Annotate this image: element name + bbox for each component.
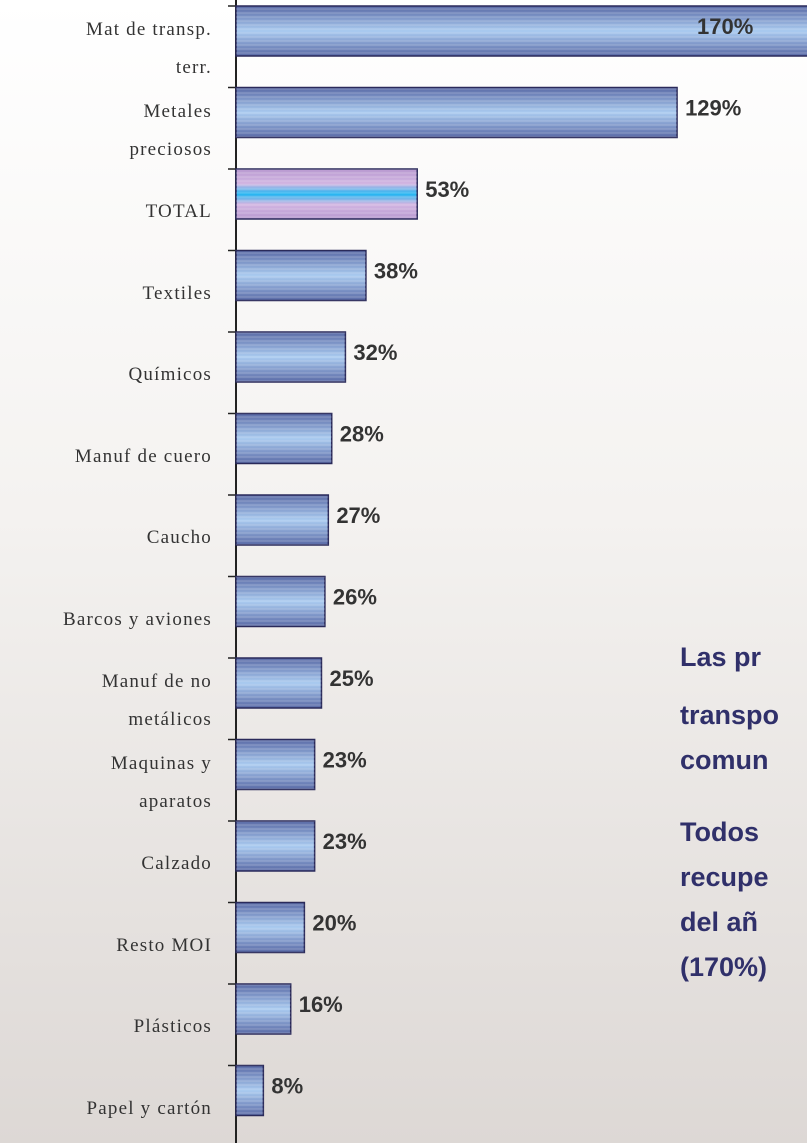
value-label: 26%: [333, 584, 377, 609]
category-label: Textiles: [142, 282, 212, 304]
annotation: (170%): [680, 952, 768, 982]
category-label: Barcos y aviones: [63, 608, 212, 630]
value-label: 16%: [299, 992, 343, 1017]
category-label: Resto MOI: [116, 934, 212, 956]
bar-texture: [236, 821, 315, 871]
category-label: Calzado: [141, 853, 212, 874]
annotation: Todos: [680, 817, 759, 847]
category-label: Plásticos: [133, 1016, 212, 1037]
value-label: 25%: [329, 666, 373, 691]
bar-texture: [236, 902, 305, 953]
category-label: TOTAL: [145, 201, 212, 222]
value-label: 27%: [336, 503, 380, 528]
bar-texture: [236, 576, 325, 627]
bar-texture: [236, 332, 346, 382]
value-label: 8%: [271, 1073, 303, 1098]
value-label: 23%: [323, 747, 367, 772]
bar-texture: [236, 658, 322, 708]
bar-texture: [236, 87, 678, 138]
annotation: Las pr: [680, 642, 762, 672]
category-label: Maquinas y aparatos: [110, 752, 212, 812]
annotation: comun: [680, 745, 769, 775]
bar-texture: [236, 6, 807, 56]
category-label: Manuf de no metálicos: [101, 671, 212, 730]
value-label: 170%: [697, 14, 753, 39]
annotation: recupe: [680, 862, 769, 892]
category-label: Caucho: [146, 527, 212, 548]
annotation: del añ: [680, 907, 759, 937]
category-label: Químicos: [128, 364, 212, 385]
bar-texture: [236, 169, 418, 219]
value-label: 53%: [425, 177, 469, 202]
value-label: 20%: [312, 910, 356, 935]
category-label: Metales preciosos: [129, 100, 212, 160]
category-label: Papel y cartón: [86, 1097, 212, 1119]
bar-texture: [236, 250, 366, 301]
bar-texture: [236, 1065, 264, 1116]
value-label: 38%: [374, 258, 418, 283]
bar-texture: [236, 984, 291, 1034]
value-label: 32%: [353, 340, 397, 365]
value-label: 129%: [685, 95, 741, 120]
bar-texture: [236, 495, 329, 545]
bar-texture: [236, 413, 332, 464]
category-label: Manuf de cuero: [74, 445, 212, 467]
annotation: transpo: [680, 700, 780, 730]
category-label: Mat de transp. terr.: [85, 19, 212, 78]
value-label: 23%: [323, 829, 367, 854]
bar-texture: [236, 739, 315, 790]
value-label: 28%: [340, 421, 384, 446]
